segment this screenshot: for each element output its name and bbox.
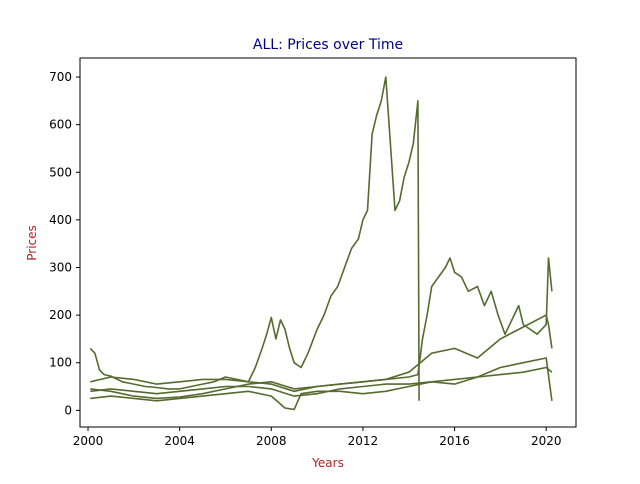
axes-layer: 2000 2004 2008 2012 2016 2020 0 100 200 300 400 500… xyxy=(49,70,561,448)
x-tick-label: 2004 xyxy=(164,434,195,448)
series-line-2 xyxy=(90,257,553,400)
y-tick-label: 700 xyxy=(49,70,72,84)
y-tick-label: 500 xyxy=(49,165,72,179)
x-tick-label: 2008 xyxy=(256,434,287,448)
series-line-3 xyxy=(90,314,553,393)
x-tick-label: 2012 xyxy=(348,434,379,448)
y-tick-label: 600 xyxy=(49,118,72,132)
y-tick-label: 0 xyxy=(64,403,72,417)
series-layer xyxy=(89,76,553,411)
y-axis-label: Prices xyxy=(25,225,39,261)
chart-title: ALL: Prices over Time xyxy=(253,37,403,53)
y-tick-label: 300 xyxy=(49,260,72,274)
plot-frame xyxy=(79,57,577,428)
series-line-1 xyxy=(89,76,420,401)
x-tick-label: 2000 xyxy=(73,434,104,448)
x-axis-label: Years xyxy=(311,456,344,470)
series-line-4 xyxy=(90,357,553,411)
x-tick-label: 2016 xyxy=(439,434,470,448)
y-tick-label: 100 xyxy=(49,356,72,370)
series-line-5 xyxy=(90,366,553,397)
y-tick-label: 200 xyxy=(49,308,72,322)
y-tick-label: 400 xyxy=(49,213,72,227)
x-tick-label: 2020 xyxy=(531,434,562,448)
plot-background xyxy=(80,58,576,427)
